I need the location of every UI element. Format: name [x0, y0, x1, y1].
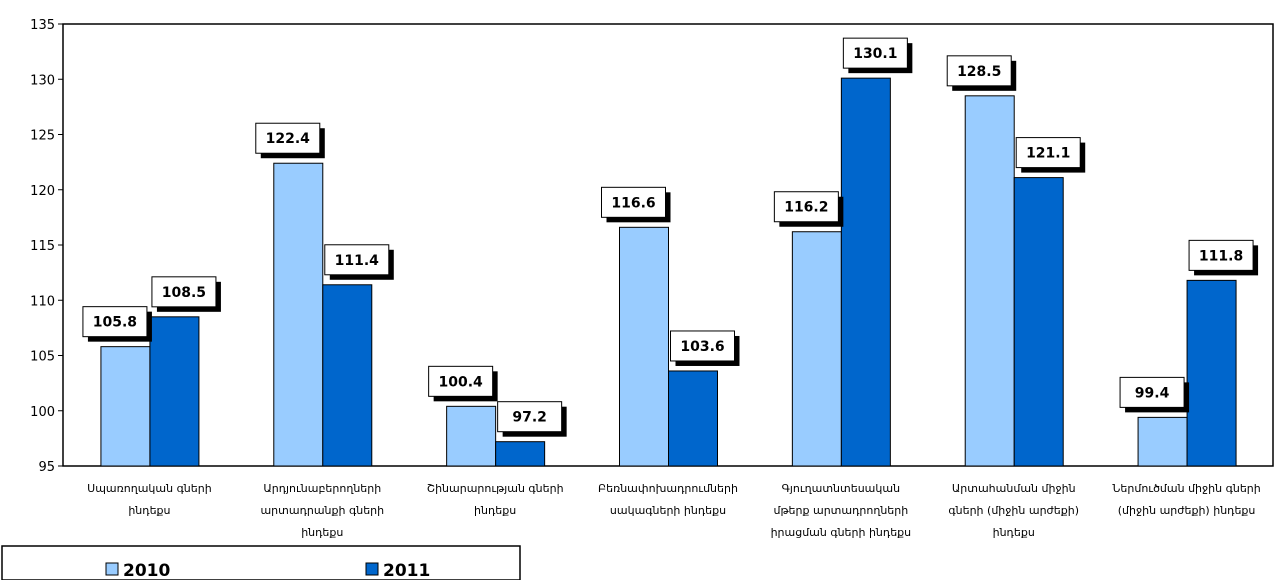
- value-label: 108.5: [162, 285, 206, 301]
- value-label-box: [82, 306, 148, 338]
- value-label: 121.1: [1026, 146, 1070, 162]
- y-tick-label: 135: [30, 18, 55, 33]
- bar-2010: [964, 95, 1015, 467]
- value-label: 111.4: [335, 253, 380, 269]
- category-label: (միջին արժեքի) ինդեքս: [1118, 504, 1256, 517]
- value-label: 130.1: [853, 46, 897, 62]
- category-labels: Սպառողական գների ինդեքս Արդյունաբերողների ա…: [87, 482, 1261, 539]
- category-label: ինդեքս: [993, 526, 1035, 539]
- value-label: 116.6: [611, 195, 655, 211]
- bar-2011: [149, 316, 200, 467]
- bar-2011: [1013, 177, 1064, 467]
- legend-label-2011: 2011: [383, 561, 430, 580]
- y-tick-label: 105: [30, 350, 55, 365]
- value-label: 122.4: [266, 131, 311, 147]
- bar-2011: [840, 77, 891, 467]
- y-tick-label: 120: [30, 184, 55, 199]
- y-tick-label: 125: [30, 129, 55, 144]
- bar-2010: [619, 226, 669, 467]
- category-label: ինդեքս: [474, 504, 516, 517]
- value-label: 103.6: [680, 339, 724, 355]
- y-tick-label: 100: [30, 405, 55, 420]
- bar-2011: [668, 370, 718, 467]
- value-label-box: [428, 365, 494, 397]
- value-label-box: [255, 122, 321, 154]
- legend: 2010 2011: [1, 545, 521, 580]
- value-label-box: [946, 55, 1012, 87]
- y-tick-label: 130: [30, 73, 55, 88]
- bar-2011: [495, 441, 546, 467]
- value-label: 97.2: [512, 410, 547, 426]
- category-label: Ներմուծման միջին գների: [1112, 482, 1260, 495]
- value-label: 99.4: [1135, 385, 1170, 401]
- y-tick-label: 95: [38, 460, 55, 475]
- legend-box: [1, 545, 521, 580]
- value-label-box: [324, 244, 390, 276]
- legend-swatch-2010: [105, 562, 119, 576]
- category-label: իրացման գների ինդեքս: [771, 526, 912, 539]
- bar-2010: [100, 346, 151, 467]
- value-label-box: [1188, 239, 1254, 271]
- value-label-box: [1015, 137, 1081, 169]
- value-label: 111.8: [1199, 248, 1243, 264]
- category-label: Բեռնափոխադրումների: [598, 482, 738, 495]
- value-label-box: [601, 186, 666, 218]
- value-label-box: [670, 330, 735, 362]
- value-label: 105.8: [93, 315, 137, 331]
- category-label: Գյուղատնտեսական: [782, 482, 900, 495]
- category-label: ինդեքս: [301, 526, 343, 539]
- legend-swatch-2011: [365, 562, 379, 576]
- bars: [100, 77, 1237, 467]
- bar-2010: [446, 405, 497, 467]
- category-label: մթերք արտադրողների: [773, 504, 908, 517]
- bar-2010: [791, 231, 842, 467]
- bar-2011: [322, 284, 373, 467]
- bar-2010: [273, 162, 324, 467]
- value-label-box: [151, 276, 217, 308]
- category-label: Արտահանման միջին: [952, 482, 1076, 495]
- category-label: սակագների ինդեքս: [610, 504, 726, 517]
- y-tick-label: 115: [30, 239, 55, 254]
- y-tick-label: 110: [30, 294, 55, 309]
- value-label-box: [842, 37, 908, 69]
- value-labels: 105.8 108.5 122.4 111.4 100.4 97.2 116.6 103.6 1…: [82, 37, 1259, 437]
- category-label: Արդյունաբերողների: [263, 482, 381, 495]
- bar-2010: [1137, 416, 1188, 467]
- category-label: գների (միջին արժեքի): [948, 504, 1079, 517]
- value-label: 116.2: [784, 200, 828, 216]
- bar-2011: [1186, 279, 1237, 467]
- value-label-box: [1119, 376, 1185, 408]
- value-label-box: [773, 191, 839, 223]
- value-label-box: [497, 401, 563, 433]
- category-label: ինդեքս: [128, 504, 170, 517]
- value-label: 128.5: [957, 64, 1001, 80]
- category-label: Շինարարության գների: [427, 482, 564, 495]
- category-label: արտադրանքի գների: [260, 504, 384, 517]
- category-label: Սպառողական գների: [87, 482, 212, 495]
- value-label: 100.4: [438, 374, 483, 390]
- legend-label-2010: 2010: [123, 561, 170, 580]
